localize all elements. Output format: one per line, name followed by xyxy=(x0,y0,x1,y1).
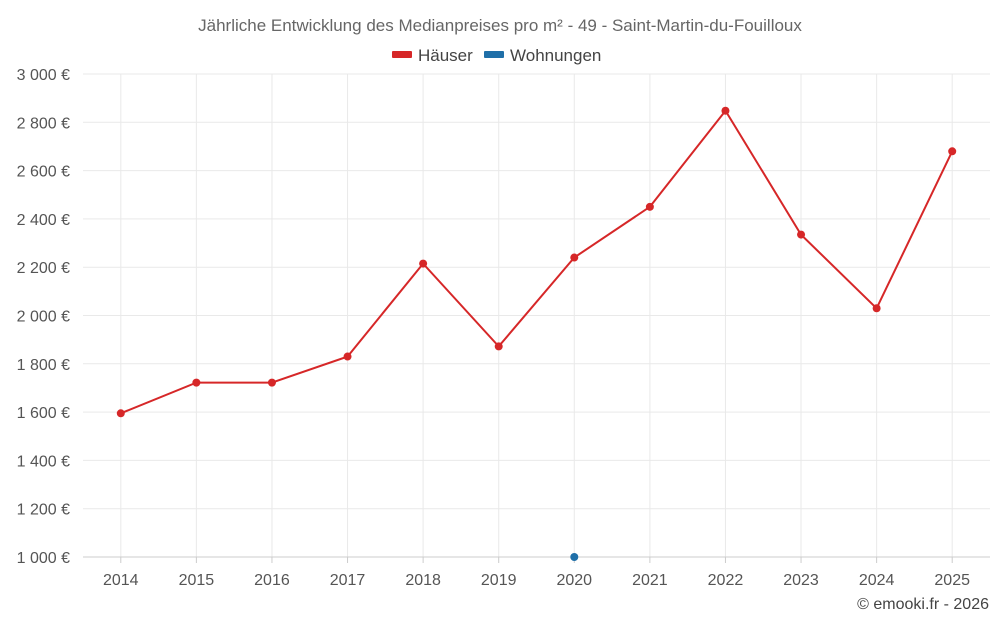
data-point-hauser-2025[interactable] xyxy=(948,147,957,156)
data-point-hauser-2019[interactable] xyxy=(494,342,503,351)
y-tick-label: 1 400 € xyxy=(17,453,70,470)
series-line-hauser xyxy=(120,108,954,415)
data-point-hauser-2018[interactable] xyxy=(419,259,428,268)
x-tick-label: 2014 xyxy=(103,572,139,589)
y-tick-label: 2 600 € xyxy=(17,164,70,181)
x-tick-label: 2024 xyxy=(859,572,895,589)
x-tick-label: 2022 xyxy=(708,572,744,589)
legend-label-hauser: Häuser xyxy=(418,46,473,65)
x-tick-label: 2023 xyxy=(783,572,819,589)
data-point-hauser-2024[interactable] xyxy=(872,304,881,313)
legend-label-wohnungen: Wohnungen xyxy=(510,46,601,65)
data-point-hauser-2015[interactable] xyxy=(192,378,201,387)
y-tick-label: 2 400 € xyxy=(17,212,70,229)
legend-item-wohnungen[interactable]: Wohnungen xyxy=(484,46,601,65)
legend-swatch-hauser xyxy=(392,51,412,58)
legend-item-hauser[interactable]: Häuser xyxy=(392,46,473,65)
y-tick-label: 2 200 € xyxy=(17,260,70,277)
legend-swatch-wohnungen xyxy=(484,51,504,58)
data-point-hauser-2023[interactable] xyxy=(797,230,806,239)
data-point-hauser-2016[interactable] xyxy=(267,378,276,387)
grid xyxy=(83,73,990,558)
y-tick-label: 2 800 € xyxy=(17,115,70,132)
y-tick-label: 1 000 € xyxy=(17,550,70,567)
x-tick-label: 2019 xyxy=(481,572,517,589)
y-tick-label: 2 000 € xyxy=(17,309,70,326)
x-tick-label: 2015 xyxy=(179,572,215,589)
x-tick-label: 2025 xyxy=(934,572,970,589)
data-point-hauser-2014[interactable] xyxy=(116,409,125,418)
data-point-hauser-2017[interactable] xyxy=(343,352,352,361)
y-tick-label: 1 800 € xyxy=(17,357,70,374)
data-point-hauser-2022[interactable] xyxy=(721,106,730,115)
data-point-wohnungen-2020[interactable] xyxy=(570,553,579,561)
x-tick-label: 2021 xyxy=(632,572,668,589)
credit-text: © emooki.fr - 2026 xyxy=(857,596,989,613)
legend: Häuser Wohnungen xyxy=(392,46,601,65)
x-tick-label: 2018 xyxy=(405,572,441,589)
x-tick-label: 2017 xyxy=(330,572,366,589)
data-point-hauser-2021[interactable] xyxy=(645,202,654,211)
x-tick-label: 2020 xyxy=(556,572,592,589)
axes: 1 000 € 1 200 € 1 400 € 1 600 € 1 800 € 2 000… xyxy=(17,67,990,589)
y-tick-label: 3 000 € xyxy=(17,67,70,84)
data-point-hauser-2020[interactable] xyxy=(570,253,579,262)
y-tick-label: 1 200 € xyxy=(17,502,70,519)
series-layer xyxy=(116,106,957,561)
chart-title: Jährliche Entwicklung des Medianpreises … xyxy=(198,16,802,35)
y-tick-label: 1 600 € xyxy=(17,405,70,422)
x-tick-label: 2016 xyxy=(254,572,290,589)
